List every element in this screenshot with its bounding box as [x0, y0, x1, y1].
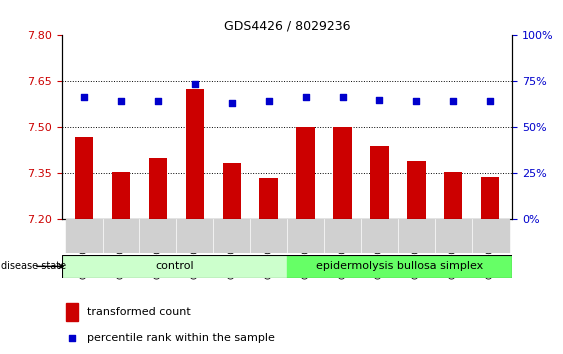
Bar — [112, 172, 130, 219]
Text: transformed count: transformed count — [87, 307, 190, 317]
Bar — [370, 146, 388, 219]
Point — [264, 98, 273, 104]
Bar — [435, 219, 472, 253]
Bar — [213, 219, 250, 253]
Bar — [140, 219, 176, 253]
Point — [79, 94, 88, 99]
Bar — [398, 219, 435, 253]
Point — [449, 98, 458, 104]
Bar — [222, 163, 241, 219]
Bar — [250, 219, 287, 253]
Bar — [186, 89, 204, 219]
Bar — [296, 127, 315, 219]
Point — [68, 335, 77, 341]
Bar — [66, 219, 102, 253]
Point — [375, 97, 384, 103]
Bar — [66, 303, 78, 321]
Bar — [62, 255, 287, 278]
Title: GDS4426 / 8029236: GDS4426 / 8029236 — [224, 20, 350, 33]
Text: epidermolysis bullosa simplex: epidermolysis bullosa simplex — [316, 261, 484, 272]
Point — [117, 98, 126, 104]
Bar — [287, 219, 324, 253]
Bar — [324, 219, 361, 253]
Bar — [472, 219, 508, 253]
Text: control: control — [155, 261, 194, 272]
Bar — [444, 172, 462, 219]
Bar — [481, 177, 499, 219]
Bar — [149, 158, 167, 219]
Point — [190, 82, 199, 87]
Bar — [407, 161, 426, 219]
Bar — [75, 137, 93, 219]
Bar — [102, 219, 140, 253]
Point — [412, 98, 421, 104]
Bar — [361, 219, 398, 253]
Point — [227, 100, 236, 106]
Bar — [287, 255, 512, 278]
Point — [153, 98, 162, 104]
Bar — [333, 127, 352, 219]
Bar — [176, 219, 213, 253]
Point — [338, 94, 347, 99]
Bar — [260, 178, 278, 219]
Point — [301, 94, 310, 99]
Text: disease state: disease state — [2, 261, 66, 272]
Text: percentile rank within the sample: percentile rank within the sample — [87, 333, 275, 343]
Point — [486, 98, 495, 104]
